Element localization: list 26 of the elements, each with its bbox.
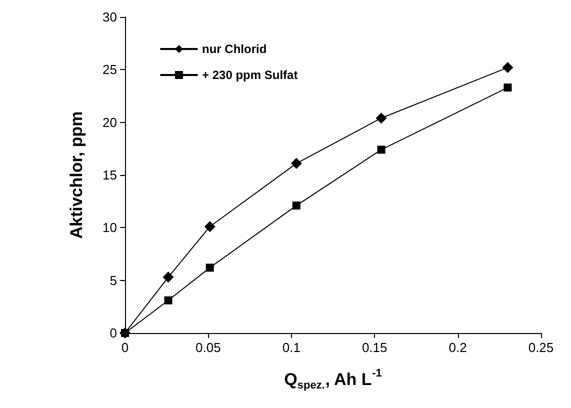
y-axis-title: Aktivchlor, ppm [67,111,86,239]
y-tick-label: 15 [102,168,117,182]
point [206,264,214,272]
x-tick-label: 0.2 [448,340,467,355]
y-tick-label: 0 [110,326,117,340]
x-tick-label: 0 [121,340,129,355]
y-tick-label: 30 [102,10,117,24]
y-tick-label: 25 [102,62,117,78]
x-tick-label: 0.1 [282,340,300,355]
point [504,84,512,92]
point [162,272,174,283]
x-tick-label: 0.15 [362,340,388,355]
legend-label: nur Chlorid [202,42,267,56]
point [164,296,172,304]
point [290,158,302,169]
point [502,62,514,74]
point [204,221,216,232]
x-tick-label: 0.05 [196,340,221,355]
y-tick-label: 5 [110,272,117,288]
y-tick-label: 10 [102,220,117,236]
legend-label: + 230 ppm Sulfat [202,68,298,82]
y-tick-label: 20 [102,114,117,130]
point [376,112,387,124]
point [377,146,386,154]
x-tick-label: 0.25 [528,340,554,355]
point [292,202,300,210]
